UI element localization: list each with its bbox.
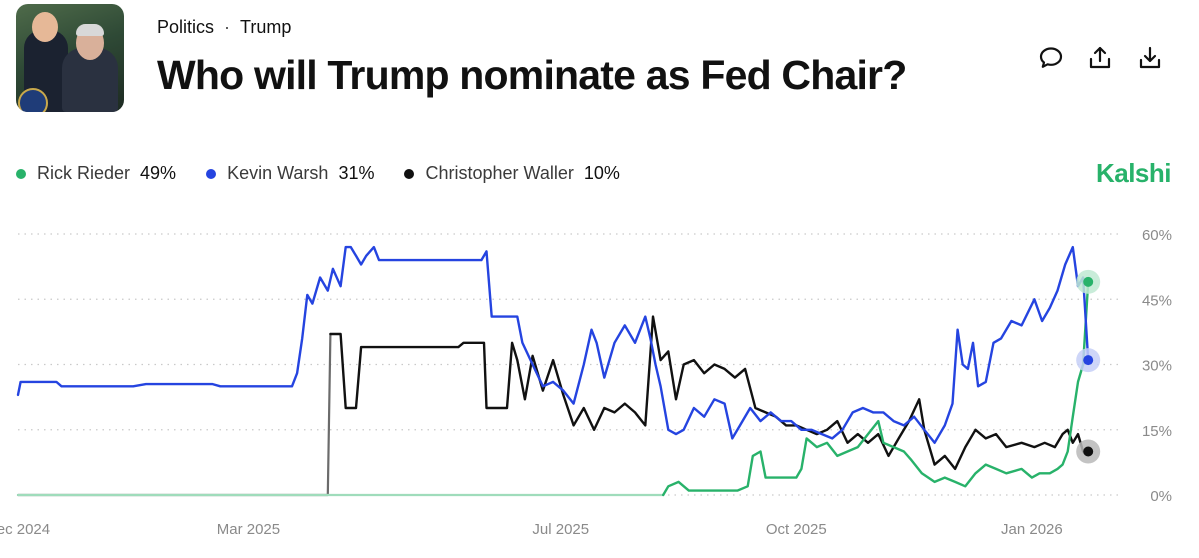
series-line-warsh [16,245,1090,444]
legend-value: 31% [338,163,375,183]
photo-hair-right [76,24,104,36]
share-button[interactable] [1086,44,1114,72]
x-tick-label: Jan 2026 [1001,521,1063,538]
breadcrumb-separator: · [224,17,231,37]
series-line-waller [329,315,1090,471]
legend-value: 49% [140,163,177,183]
legend-dot-warsh [206,168,217,179]
y-tick-label: 60% [1142,227,1172,244]
x-tick-label: Jul 2025 [532,521,589,538]
x-tick-label: Mar 2025 [217,521,280,538]
x-tick-label: Oct 2025 [766,521,827,538]
x-tick-label: Dec 2024 [0,521,50,538]
end-marker-warsh [1083,355,1094,366]
page-title: Who will Trump nominate as Fed Chair? [157,52,907,98]
breadcrumb-politics[interactable]: Politics [157,17,215,37]
y-tick-label: 0% [1150,488,1172,505]
legend-item-christopher-waller[interactable]: Christopher Waller 10% [404,163,620,184]
breadcrumb: Politics · Trump [157,17,291,38]
kalshi-logo[interactable]: Kalshi [1095,158,1172,188]
legend-item-kevin-warsh[interactable]: Kevin Warsh 31% [206,163,374,184]
series-line-waller-early [16,332,332,497]
breadcrumb-trump[interactable]: Trump [240,17,292,37]
end-marker-rieder [1083,276,1094,287]
legend-value: 10% [583,163,620,183]
share-icon [1089,46,1111,69]
legend-name: Rick Rieder [37,163,131,183]
comment-button[interactable] [1037,44,1065,72]
comment-icon [1039,47,1063,68]
end-marker-waller [1083,446,1094,457]
legend-name: Kevin Warsh [227,163,329,183]
download-icon [1139,46,1161,69]
download-button[interactable] [1136,44,1164,72]
legend-dot-rieder [16,168,26,179]
y-tick-label: 30% [1142,358,1172,375]
presidential-seal [18,88,48,112]
legend-name: Christopher Waller [425,163,574,183]
y-tick-label: 15% [1142,423,1172,440]
y-tick-label: 45% [1142,292,1172,309]
legend-item-rick-rieder[interactable]: Rick Rieder 49% [16,163,176,184]
chart-legend: Rick Rieder 49% Kevin Warsh 31% Christop… [16,163,650,184]
series-line-rieder [662,280,1090,497]
photo-head-left [32,12,58,42]
legend-dot-waller [404,168,415,179]
market-thumbnail [16,4,124,112]
